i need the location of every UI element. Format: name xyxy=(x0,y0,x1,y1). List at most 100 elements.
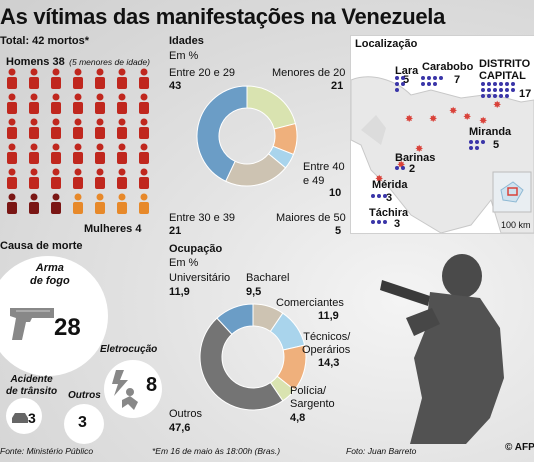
place-tachira-name: Táchira xyxy=(369,207,409,219)
map-marker-icon: ✸ xyxy=(449,106,457,117)
firearm-label: Arma de fogo xyxy=(30,262,70,287)
man-figure xyxy=(51,118,61,139)
place-lara: Lara xyxy=(395,61,418,79)
victim-dot xyxy=(505,94,509,98)
ages-donut xyxy=(196,85,298,187)
place-carabobo-value: 7 xyxy=(454,74,461,86)
ages-label-under-20: Menores de 20 xyxy=(272,67,346,79)
victim-dot xyxy=(427,82,431,86)
victim-dot xyxy=(505,82,509,86)
man-figure xyxy=(73,168,83,189)
ages-value-40-49: 10 xyxy=(329,187,342,199)
man-figure xyxy=(73,68,83,89)
place-merida-value: 3 xyxy=(386,192,393,204)
victim-dot xyxy=(475,140,479,144)
place-capital-name: DISTRITO CAPITAL xyxy=(479,58,531,82)
map-marker-icon: ✸ xyxy=(429,114,437,125)
place-barinas-name: Barinas xyxy=(395,152,436,164)
victim-dot xyxy=(499,82,503,86)
page-title: As vítimas das manifestações na Venezuel… xyxy=(0,4,446,29)
ages-slice-20-29 xyxy=(196,85,248,182)
victim-dot xyxy=(401,76,405,80)
place-miranda-name: Miranda xyxy=(469,126,512,138)
footer-agency: © AFP xyxy=(505,442,534,453)
electrocution-value: 8 xyxy=(146,374,158,396)
man-figure xyxy=(117,143,127,164)
man-figure xyxy=(117,68,127,89)
firearm-value: 28 xyxy=(54,314,81,341)
soldier-silhouette xyxy=(380,254,504,444)
electrocution-icon xyxy=(112,370,138,410)
man-figure xyxy=(29,118,39,139)
victim-dot xyxy=(401,82,405,86)
tachira-dots xyxy=(371,220,387,224)
occupation-donut xyxy=(199,303,307,411)
victim-dot xyxy=(377,194,381,198)
woman-figure xyxy=(117,193,127,214)
man-figure xyxy=(51,193,61,214)
man-figure xyxy=(95,143,105,164)
place-lara-name: Lara xyxy=(395,65,419,77)
victim-dot xyxy=(439,76,443,80)
footer-note: *Em 16 de maio às 18:00h (Bras.) xyxy=(152,446,281,456)
man-figure xyxy=(139,168,149,189)
men-label-group: Homens 38 (5 menores de idade) xyxy=(6,52,150,70)
victim-dot xyxy=(481,82,485,86)
ages-slice-under-20 xyxy=(246,85,297,130)
map-marker-icon: ✸ xyxy=(463,112,471,123)
carabobo-dots xyxy=(421,76,443,86)
woman-figure xyxy=(95,193,105,214)
accident-value: 3 xyxy=(28,410,36,426)
location-panel: Localização ✸✸✸✸✸✸✸✸✸ Lara 5 Carabobo 7 … xyxy=(350,35,534,234)
man-figure xyxy=(73,93,83,114)
man-figure xyxy=(95,118,105,139)
man-figure xyxy=(139,93,149,114)
victim-dot xyxy=(487,88,491,92)
victim-dot xyxy=(383,220,387,224)
venezuela-map: ✸ ✸ ✸ ✸ ✸ ✸ ✸ ✸ ✸ xyxy=(351,76,534,233)
victim-dot xyxy=(511,82,515,86)
victim-dot xyxy=(511,88,515,92)
victim-dot xyxy=(499,88,503,92)
occ-slice-outros xyxy=(199,317,284,411)
victim-dot xyxy=(475,146,479,150)
capital-dots xyxy=(481,82,515,98)
ages-value-under-20: 21 xyxy=(331,80,344,92)
victim-dot xyxy=(493,94,497,98)
man-figure xyxy=(117,93,127,114)
victim-dot xyxy=(395,88,399,92)
man-figure xyxy=(95,93,105,114)
victim-dot xyxy=(493,82,497,86)
man-figure xyxy=(29,193,39,214)
others-cause-label: Outros xyxy=(68,390,101,401)
victim-dot xyxy=(487,94,491,98)
man-figure xyxy=(117,118,127,139)
man-figure xyxy=(29,168,39,189)
man-figure xyxy=(139,143,149,164)
causes-heading: Causa de morte xyxy=(0,240,83,252)
occ-value-outros: 47,6 xyxy=(169,422,191,434)
occ-value-policia: 4,8 xyxy=(290,412,306,424)
electrocution-label: Eletrocução xyxy=(100,344,158,355)
car-icon xyxy=(12,413,28,423)
lara-dots xyxy=(395,76,405,92)
victim-dot xyxy=(395,166,399,170)
victim-dot xyxy=(395,82,399,86)
victim-dot xyxy=(433,82,437,86)
victim-dot xyxy=(377,220,381,224)
gun-icon xyxy=(10,308,54,340)
victim-dot xyxy=(383,194,387,198)
ages-label-over-50: Maiores de 50 xyxy=(276,212,346,224)
man-figure xyxy=(95,168,105,189)
place-merida-name: Mérida xyxy=(372,179,408,191)
occ-slice-universitario xyxy=(216,303,254,335)
others-cause-circle xyxy=(64,404,104,444)
man-figure xyxy=(7,168,17,189)
place-carabobo-name: Carabobo xyxy=(422,61,474,73)
man-figure xyxy=(139,68,149,89)
place-tachira-value: 3 xyxy=(394,218,401,230)
map-scale: 100 km xyxy=(501,220,531,230)
victim-dot xyxy=(469,146,473,150)
woman-figure xyxy=(139,193,149,214)
occ-value-comerciantes: 11,9 xyxy=(318,310,339,322)
